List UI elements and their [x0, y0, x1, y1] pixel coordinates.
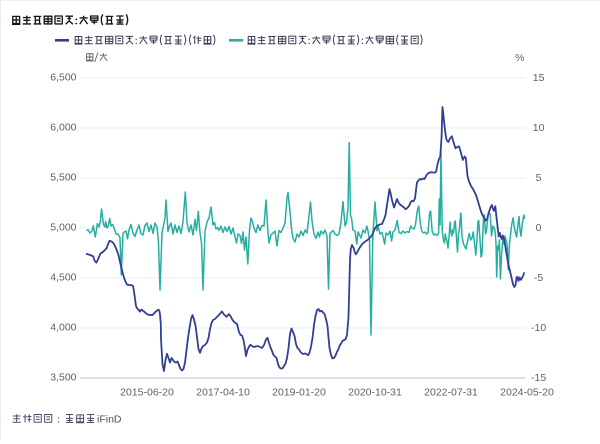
svg-text:%: % [515, 52, 524, 64]
svg-text:2019-01-20: 2019-01-20 [272, 387, 326, 399]
svg-text:5,500: 5,500 [50, 172, 76, 184]
svg-text:iFinD: iFinD [97, 414, 122, 426]
svg-text:15: 15 [533, 72, 545, 84]
svg-text:-5: -5 [534, 272, 543, 284]
svg-text:2017-04-10: 2017-04-10 [196, 387, 250, 399]
svg-text:2022-07-31: 2022-07-31 [424, 387, 478, 399]
svg-text:-15: -15 [531, 372, 546, 384]
svg-text:2024-05-20: 2024-05-20 [500, 387, 554, 399]
svg-text:-10: -10 [531, 322, 546, 334]
svg-text:10: 10 [533, 122, 545, 134]
svg-text:2015-06-20: 2015-06-20 [120, 387, 174, 399]
svg-text:5,000: 5,000 [50, 222, 76, 234]
svg-text:5: 5 [536, 172, 542, 184]
svg-text:3,500: 3,500 [50, 372, 76, 384]
svg-text:4,000: 4,000 [50, 322, 76, 334]
svg-text:4,500: 4,500 [50, 272, 76, 284]
svg-text:6,000: 6,000 [50, 122, 76, 134]
svg-text:2020-10-31: 2020-10-31 [348, 387, 402, 399]
svg-text:0: 0 [536, 222, 542, 234]
svg-text:6,500: 6,500 [50, 72, 76, 84]
